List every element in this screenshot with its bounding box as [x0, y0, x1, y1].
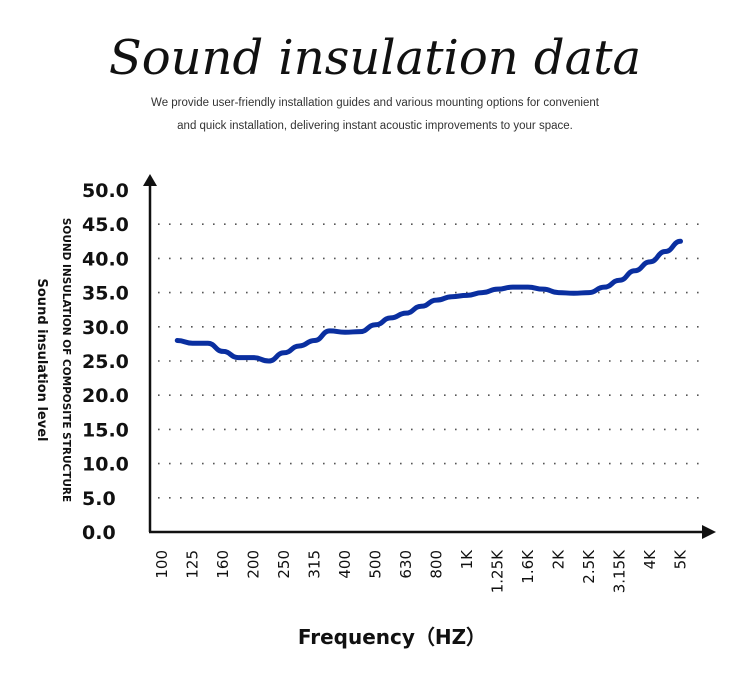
y-axis-arrow-icon: [143, 174, 157, 186]
subtitle-line-1: We provide user-friendly installation gu…: [151, 97, 599, 109]
y-tick-label: 20.0: [82, 385, 129, 407]
x-tick-label: 1.6K: [519, 549, 537, 584]
x-tick-label: 2.5K: [580, 549, 598, 584]
y-tick-label: 50.0: [82, 180, 129, 202]
x-tick-label: 250: [275, 550, 293, 579]
y-tick-label: 15.0: [82, 419, 129, 441]
x-tick-label: 1.25K: [489, 549, 507, 593]
x-tick-label: 5K: [672, 549, 690, 570]
x-tick-label: 500: [367, 550, 385, 579]
x-tick-label: 800: [428, 550, 446, 579]
x-tick-label: 630: [397, 550, 415, 579]
y-axis-label: Sound insulation level: [34, 279, 49, 442]
x-tick-label: 3.15K: [611, 549, 629, 593]
y-tick-label: 0.0: [82, 522, 116, 544]
y-tick-label: 35.0: [82, 283, 129, 305]
x-tick-label: 400: [336, 550, 354, 579]
series-line: [174, 238, 683, 364]
x-tick-label: 315: [306, 550, 324, 579]
y-tick-label: 30.0: [82, 317, 129, 339]
x-tick-label: 100: [153, 550, 171, 579]
subtitle-line-2: and quick installation, delivering insta…: [177, 120, 573, 132]
x-axis-label: Frequency（HZ）: [298, 625, 486, 649]
x-tick-label: 2K: [550, 549, 568, 570]
y-tick-label: 5.0: [82, 488, 116, 510]
x-tick-label: 4K: [641, 549, 659, 570]
y-tick-label: 10.0: [82, 454, 129, 476]
x-axis-arrow-icon: [702, 525, 716, 539]
x-tick-label: 160: [214, 550, 232, 579]
y-axis-inner-label: SOUND INSULATION OF COMPOSITE STRUCTURE: [60, 218, 72, 502]
x-tick-label: 125: [184, 550, 202, 579]
y-tick-label: 25.0: [82, 351, 129, 373]
y-tick-label: 45.0: [82, 214, 129, 236]
x-tick-label: 1K: [458, 549, 476, 570]
y-tick-label: 40.0: [82, 248, 129, 270]
x-tick-label: 200: [245, 550, 263, 579]
page-title: Sound insulation data: [108, 30, 642, 86]
